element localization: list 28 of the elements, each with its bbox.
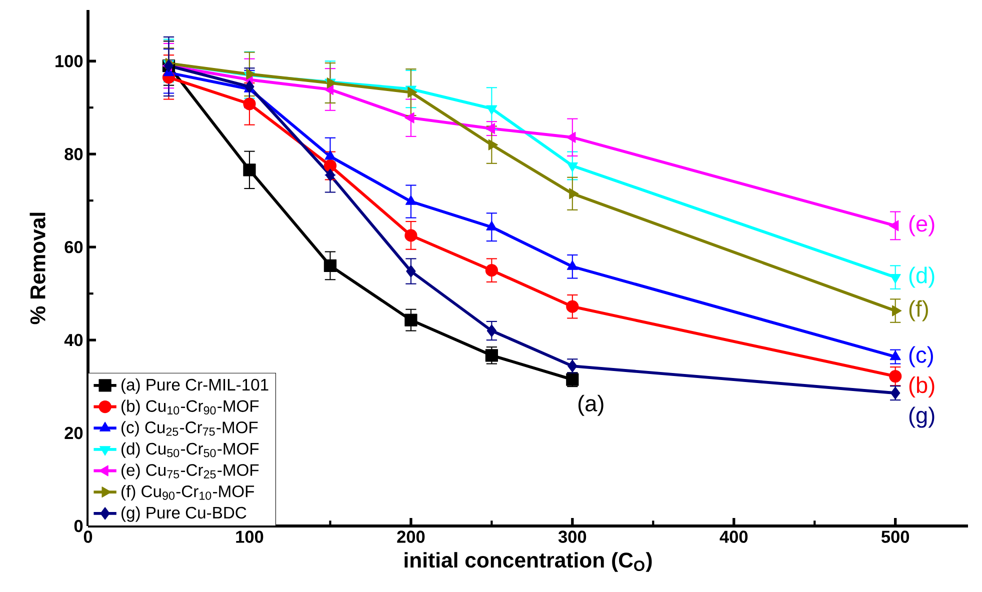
x-tick-label: 400	[720, 530, 748, 543]
legend-label: (f) Cu$_{90}$-Cr$_{10}$-MOF	[122, 485, 254, 501]
y-tick-label: 0	[74, 520, 83, 532]
legend-label: (e) Cu$_{75}$-Cr$_{25}$-MOF	[122, 464, 259, 480]
y-tick-label: 60	[64, 240, 83, 254]
y-tick-label: 100	[56, 55, 83, 68]
x-tick-label: 200	[397, 530, 425, 543]
x-tick-label: 500	[881, 530, 910, 543]
annotation: (g)	[909, 406, 934, 428]
x-tick-label: 0	[84, 530, 92, 543]
annotation: (e)	[909, 215, 934, 236]
y-tick-label: 80	[64, 148, 83, 160]
legend-label: (c) Cu$_{25}$-Cr$_{75}$-MOF	[122, 421, 258, 437]
x-tick-label: 100	[236, 530, 264, 543]
annotation: (c)	[909, 346, 933, 368]
legend-label: (a) Pure Cr-MIL-101	[122, 378, 268, 394]
annotation: (b)	[909, 376, 934, 398]
annotation: (f)	[909, 300, 928, 322]
legend-label: (g) Pure Cu-BDC	[122, 506, 246, 522]
x-axis-title: initial concentration (C$_{O}$)	[404, 552, 652, 572]
y-axis-title: % Removal	[30, 212, 46, 324]
annotation: (d)	[909, 266, 934, 288]
x-tick-label: 300	[558, 530, 586, 543]
legend-label: (b) Cu$_{10}$-Cr$_{90}$-MOF	[122, 400, 259, 416]
legend-label: (d) Cu$_{50}$-Cr$_{50}$-MOF	[122, 442, 259, 458]
y-tick-label: 20	[64, 426, 83, 440]
annotation: (a)	[578, 394, 604, 416]
y-tick-label: 40	[64, 334, 83, 346]
